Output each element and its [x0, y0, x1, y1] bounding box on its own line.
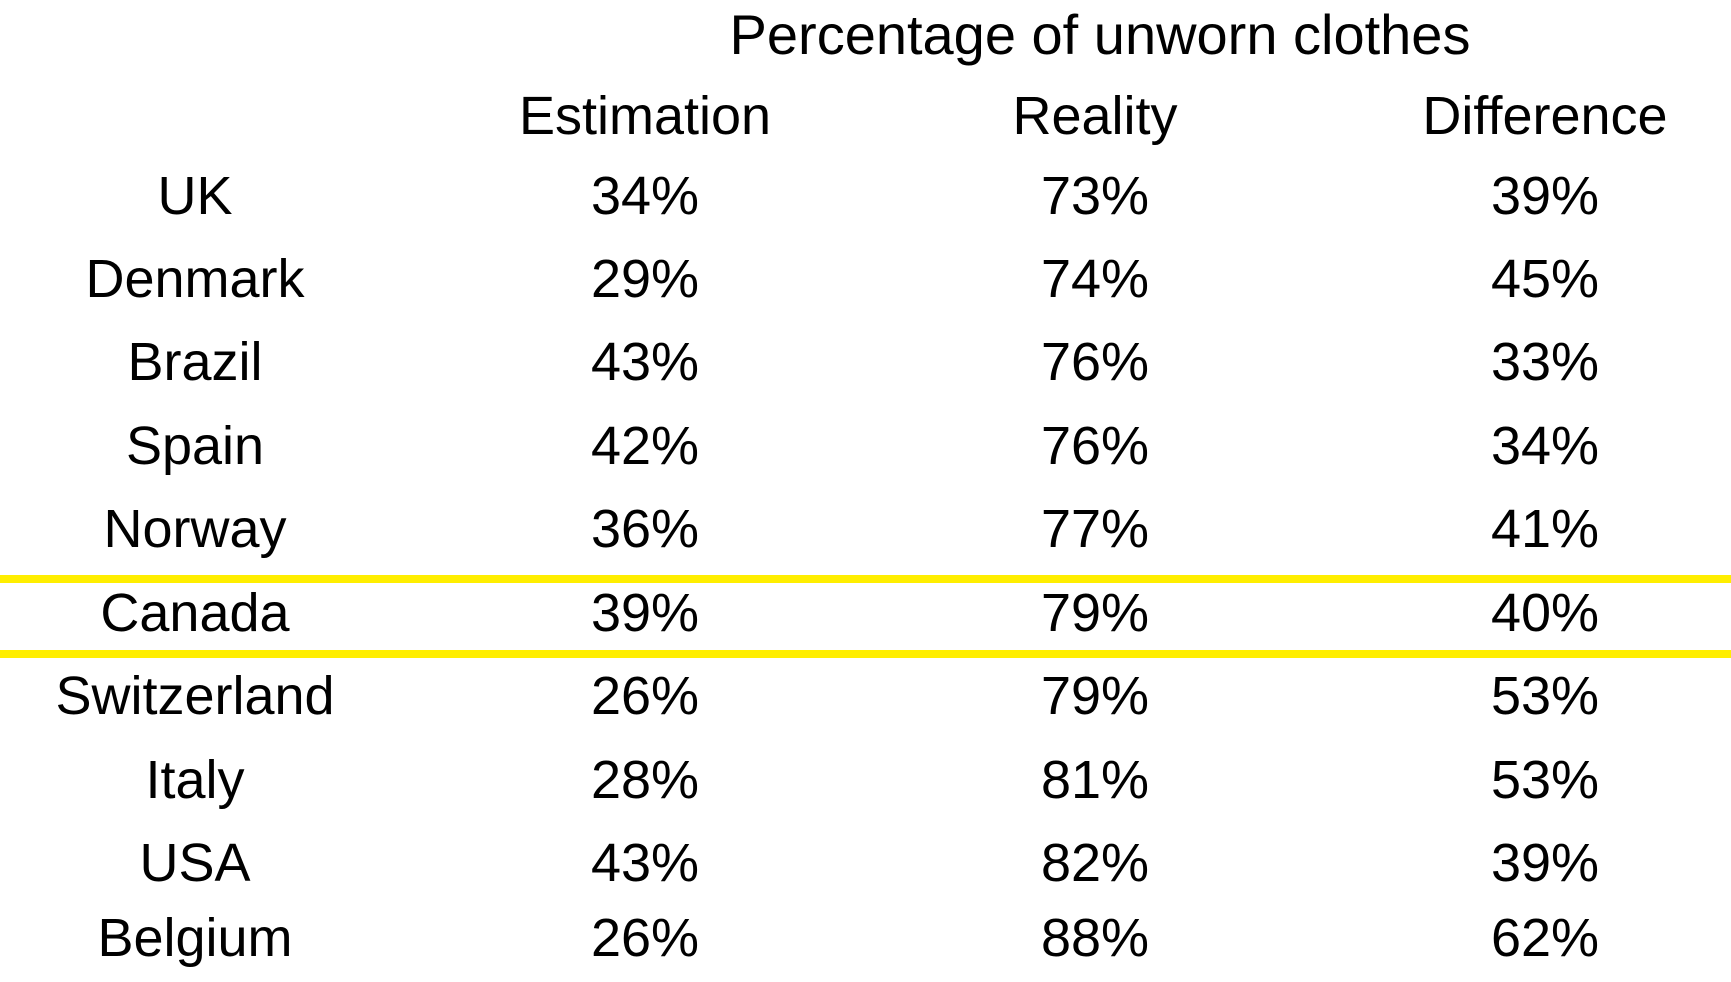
table-row: Switzerland 26% 79% 53%	[0, 654, 1731, 738]
difference-cell: 53%	[1490, 666, 1600, 726]
table-title: Percentage of unworn clothes	[729, 3, 1471, 66]
reality-cell: 79%	[1040, 583, 1150, 643]
reality-cell: 79%	[1040, 666, 1150, 726]
table-row: Italy 28% 81% 53%	[0, 738, 1731, 822]
country-cell: Italy	[145, 750, 245, 810]
table-row: Belgium 26% 88% 62%	[0, 896, 1731, 980]
country-cell: UK	[157, 166, 233, 226]
highlight-line-bottom	[0, 650, 1731, 658]
country-cell: Denmark	[85, 249, 305, 309]
difference-cell: 40%	[1490, 583, 1600, 643]
header-row: Estimation Reality Difference	[0, 74, 1731, 158]
estimation-cell: 39%	[590, 583, 700, 643]
reality-cell: 81%	[1040, 750, 1150, 810]
estimation-cell: 34%	[590, 166, 700, 226]
difference-cell: 45%	[1490, 249, 1600, 309]
difference-cell: 53%	[1490, 750, 1600, 810]
estimation-cell: 36%	[590, 499, 700, 559]
country-cell: Belgium	[97, 908, 293, 968]
estimation-cell: 43%	[590, 332, 700, 392]
estimation-cell: 29%	[590, 249, 700, 309]
country-cell: Canada	[100, 583, 290, 643]
header-estimation: Estimation	[518, 86, 772, 146]
reality-cell: 76%	[1040, 332, 1150, 392]
estimation-cell: 43%	[590, 833, 700, 893]
country-cell: Spain	[125, 416, 265, 476]
table-row: Norway 36% 77% 41%	[0, 487, 1731, 571]
difference-cell: 41%	[1490, 499, 1600, 559]
table-row: UK 34% 73% 39%	[0, 154, 1731, 238]
difference-cell: 39%	[1490, 833, 1600, 893]
table-row: Brazil 43% 76% 33%	[0, 320, 1731, 404]
estimation-cell: 42%	[590, 416, 700, 476]
reality-cell: 73%	[1040, 166, 1150, 226]
reality-cell: 82%	[1040, 833, 1150, 893]
header-reality: Reality	[1012, 86, 1178, 146]
difference-cell: 34%	[1490, 416, 1600, 476]
difference-cell: 39%	[1490, 166, 1600, 226]
country-cell: Norway	[103, 499, 287, 559]
table-row: Denmark 29% 74% 45%	[0, 237, 1731, 321]
table-row: Spain 42% 76% 34%	[0, 404, 1731, 488]
table-row: USA 43% 82% 39%	[0, 821, 1731, 905]
estimation-cell: 26%	[590, 666, 700, 726]
header-difference: Difference	[1422, 86, 1668, 146]
estimation-cell: 28%	[590, 750, 700, 810]
difference-cell: 62%	[1490, 908, 1600, 968]
estimation-cell: 26%	[590, 908, 700, 968]
difference-cell: 33%	[1490, 332, 1600, 392]
country-cell: Brazil	[127, 332, 263, 392]
country-cell: USA	[139, 833, 251, 893]
header-country	[0, 74, 390, 158]
table-row-highlighted: Canada 39% 79% 40%	[0, 571, 1731, 655]
reality-cell: 77%	[1040, 499, 1150, 559]
reality-cell: 74%	[1040, 249, 1150, 309]
country-cell: Switzerland	[55, 666, 335, 726]
reality-cell: 88%	[1040, 908, 1150, 968]
highlight-line-top	[0, 575, 1731, 583]
reality-cell: 76%	[1040, 416, 1150, 476]
